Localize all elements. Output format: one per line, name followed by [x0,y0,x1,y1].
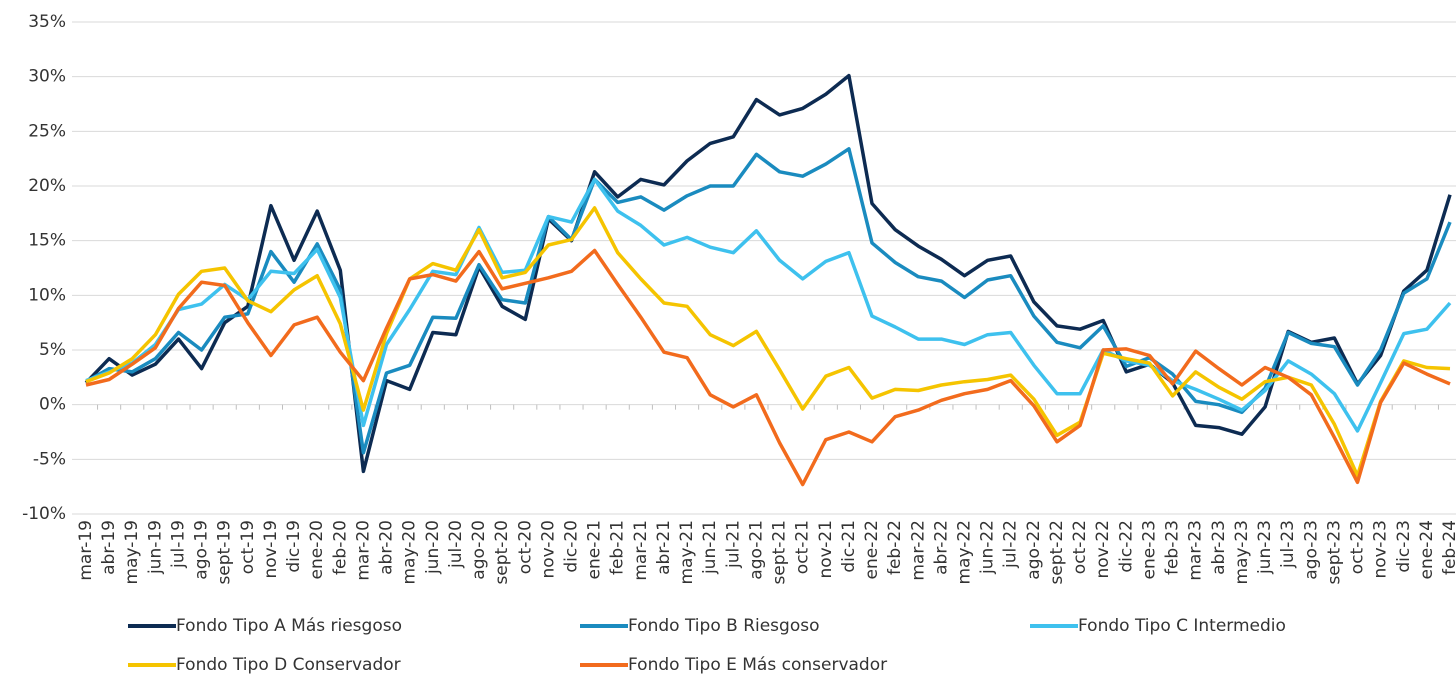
y-tick-label: 10% [28,285,66,305]
series-line [85,147,1452,455]
x-tick-label: abr-20 [377,520,397,575]
x-tick-label: mar-19 [76,520,96,581]
x-tick-label: sept-21 [770,520,790,585]
x-tick-label: ene-23 [1139,520,1159,579]
series-line [85,248,1451,487]
x-tick-label: may-19 [122,520,142,585]
series-line [85,206,1451,478]
y-tick-label: 25% [28,121,66,141]
x-tick-label: jun-20 [423,520,443,575]
y-tick-label: -10% [22,504,66,524]
x-tick-label: ene-21 [585,520,605,579]
x-tick-label: abr-19 [99,520,119,575]
x-tick-label: mar-22 [908,520,928,581]
x-tick-label: ene-20 [307,520,327,579]
x-tick-label: ago-22 [1024,520,1044,580]
x-tick-label: may-20 [400,520,420,585]
x-tick-label: oct-20 [515,520,535,574]
series-line [84,73,1452,474]
x-tick-label: abr-22 [931,520,951,575]
y-tick-label: 0% [39,395,66,415]
x-tick-label: dic-20 [561,520,581,573]
legend-label: Fondo Tipo E Más conservador [628,655,887,675]
x-tick-label: feb-23 [1163,520,1183,575]
x-tick-label: may-21 [677,520,697,585]
x-tick-label: sept-20 [492,520,512,585]
x-tick-label: feb-21 [608,520,628,575]
x-tick-label: jun-21 [700,520,720,575]
x-tick-label: sept-22 [1047,520,1067,585]
legend-label: Fondo Tipo B Riesgoso [628,616,820,636]
x-tick-label: dic-19 [284,520,304,573]
legend-label: Fondo Tipo C Intermedio [1078,616,1286,636]
x-tick-label: mar-21 [631,520,651,581]
x-tick-label: jun-19 [145,520,165,575]
y-tick-label: 5% [39,340,66,360]
x-tick-label: ago-19 [192,520,212,580]
x-tick-label: jul-21 [723,520,743,569]
x-tick-label: jul-23 [1278,520,1298,569]
x-tick-label: dic-21 [839,520,859,573]
x-tick-label: mar-20 [353,520,373,581]
y-tick-label: 30% [28,67,66,87]
x-tick-label: oct-22 [1070,520,1090,574]
x-tick-label: dic-23 [1394,520,1414,573]
x-tick-label: nov-22 [1093,520,1113,579]
x-tick-label: jul-22 [1001,520,1021,569]
x-tick-label: may-23 [1232,520,1252,585]
legend-label: Fondo Tipo D Conservador [176,655,401,675]
x-tick-label: feb-20 [330,520,350,575]
x-tick-label: nov-20 [538,520,558,579]
x-tick-label: ago-21 [746,520,766,580]
x-tick-label: ene-22 [862,520,882,579]
x-tick-label: oct-19 [238,520,258,574]
x-tick-label: mar-23 [1186,520,1206,581]
x-tick-label: jun-22 [978,520,998,575]
x-tick-label: feb-22 [885,520,905,575]
x-tick-label: feb-24 [1440,520,1456,575]
x-tick-label: sept-23 [1324,520,1344,585]
legend-label: Fondo Tipo A Más riesgoso [176,616,402,636]
x-tick-label: ago-20 [469,520,489,580]
x-tick-label: nov-19 [261,520,281,579]
x-tick-label: may-22 [955,520,975,585]
x-tick-label: sept-19 [215,520,235,585]
x-tick-label: ago-23 [1301,520,1321,580]
y-tick-label: 15% [28,231,66,251]
y-tick-label: -5% [33,449,66,469]
x-tick-label: jul-19 [168,520,188,569]
x-tick-label: oct-21 [793,520,813,574]
x-tick-label: oct-23 [1348,520,1368,574]
x-tick-label: abr-21 [654,520,674,575]
y-tick-label: 20% [28,176,66,196]
x-tick-label: abr-23 [1209,520,1229,575]
x-tick-label: ene-24 [1417,520,1437,579]
x-tick-label: jul-20 [446,520,466,569]
series-line [85,177,1452,433]
x-tick-label: nov-23 [1371,520,1391,579]
y-tick-label: 35% [28,12,66,32]
x-tick-label: nov-21 [816,520,836,579]
x-tick-label: dic-22 [1116,520,1136,573]
x-tick-label: jun-23 [1255,520,1275,575]
